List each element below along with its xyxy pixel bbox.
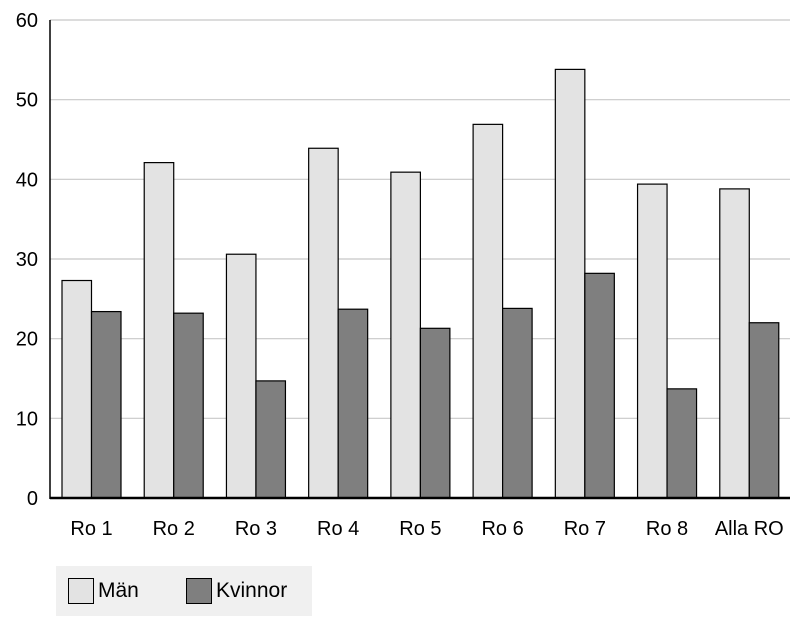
legend-swatch-kvinnor [186, 578, 212, 604]
legend: Män Kvinnor [56, 566, 312, 616]
x-tick-label: Ro 2 [153, 518, 195, 540]
x-axis-ticks: Ro 1 Ro 2 Ro 3 Ro 4 Ro 5 Ro 6 Ro 7 Ro 8 Alla RO [70, 518, 783, 540]
bar-man [472, 123, 504, 499]
bar-kvinnor [90, 310, 122, 499]
x-tick-label: Ro 7 [564, 518, 606, 540]
bar-man [390, 171, 421, 499]
legend-item-kvinnor: Kvinnor [186, 578, 287, 604]
bar-man [554, 68, 586, 499]
y-tick-label: 20 [16, 329, 38, 351]
bar-man [225, 253, 257, 499]
y-tick-label: 40 [16, 169, 38, 191]
bar-man [143, 162, 175, 499]
y-tick-label: 50 [16, 90, 38, 112]
bars [61, 68, 780, 499]
legend-swatch-man [68, 578, 94, 604]
y-tick-label: 0 [27, 488, 38, 510]
y-tick-label: 10 [16, 408, 38, 430]
bar-kvinnor [173, 312, 204, 499]
y-tick-label: 60 [16, 10, 38, 32]
legend-label-man: Män [98, 579, 139, 602]
legend-item-man: Män [68, 578, 139, 604]
bar-kvinnor [337, 308, 369, 499]
bar-man [308, 147, 339, 499]
bar-kvinnor [255, 380, 287, 499]
x-tick-label: Ro 6 [481, 518, 523, 540]
x-tick-label: Ro 5 [399, 518, 441, 540]
x-tick-label: Ro 8 [646, 518, 688, 540]
bar-man [636, 183, 668, 499]
x-tick-label: Ro 4 [317, 518, 359, 540]
bar-kvinnor [584, 272, 615, 499]
bar-kvinnor [748, 322, 780, 499]
y-axis-ticks: 0 10 20 30 40 50 60 [16, 10, 38, 510]
bar-kvinnor [666, 388, 698, 499]
x-tick-label: Alla RO [715, 518, 784, 540]
x-tick-label: Ro 3 [235, 518, 277, 540]
bar-kvinnor [419, 327, 451, 499]
bar-man [719, 188, 750, 499]
legend-label-kvinnor: Kvinnor [216, 579, 288, 602]
bar-kvinnor [502, 307, 533, 499]
y-tick-label: 30 [16, 249, 38, 271]
x-tick-label: Ro 1 [70, 518, 112, 540]
bar-man [61, 279, 93, 499]
